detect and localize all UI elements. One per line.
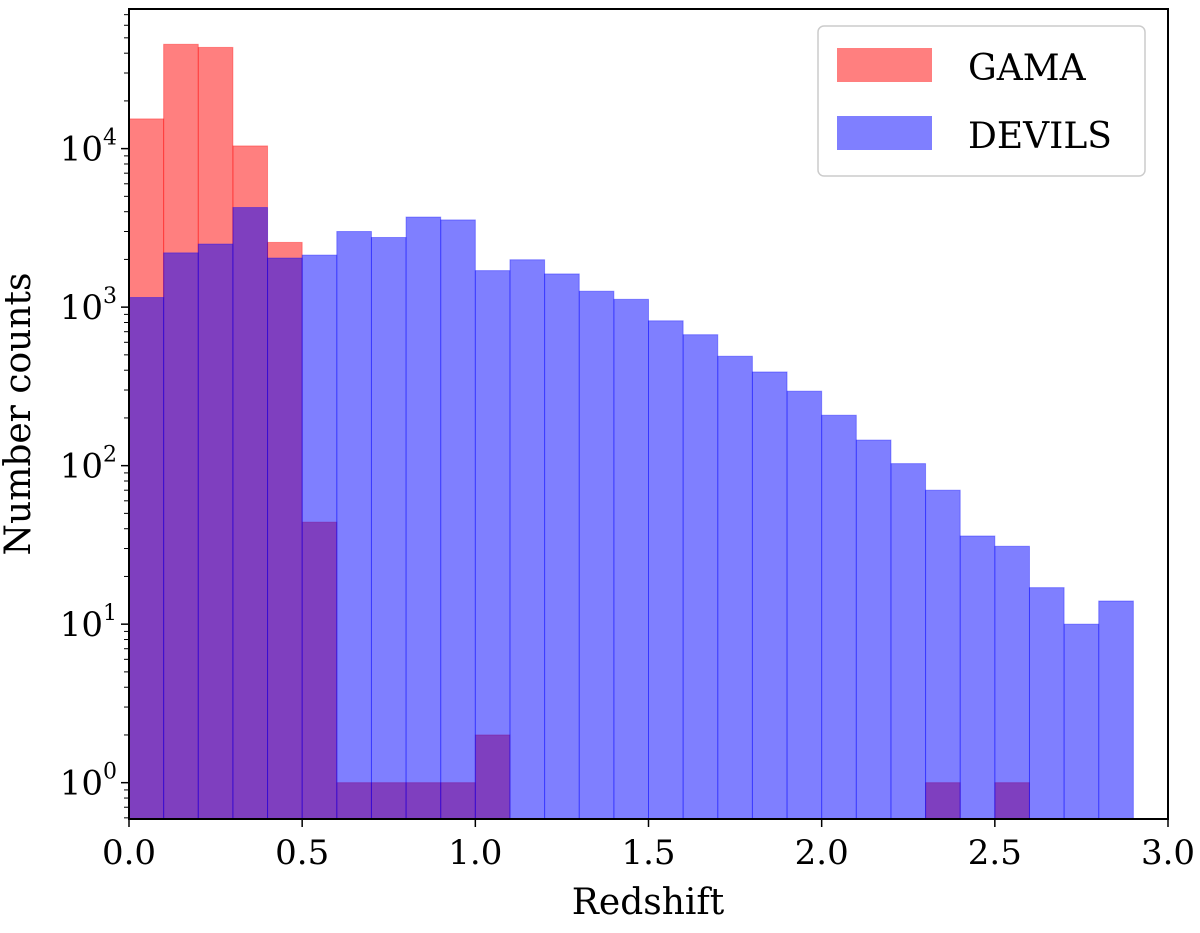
x-axis: 0.0 0.5 1.0 1.5 2.0 2.5 3.0 [102,819,1195,873]
bar-devils-22 [890,463,927,820]
bar-devils-17 [717,355,753,820]
bar-devils-13 [578,290,615,820]
x-tick-label: 3.0 [1141,833,1195,873]
x-tick-label: 1.5 [621,833,675,873]
legend-label-devils: DEVILS [968,116,1112,157]
x-tick-label: 0.0 [102,833,156,873]
bar-devils-24 [959,535,996,820]
y-axis-title: Number counts [0,273,39,556]
bar-devils-27 [1063,623,1100,820]
bars-layer [128,43,1134,820]
x-tick-label: 2.5 [968,833,1022,873]
bar-devils-10 [474,270,511,820]
bar-devils-2 [197,243,234,820]
bar-devils-16 [682,334,719,820]
legend-swatch-devils [837,116,932,150]
bar-devils-23 [925,489,961,820]
bar-devils-15 [648,320,684,820]
bar-devils-26 [1028,587,1065,820]
bar-devils-9 [440,219,476,820]
bar-devils-20 [821,414,857,820]
bar-devils-7 [370,236,407,820]
bar-devils-1 [163,252,199,820]
y-tick-label: 104 [60,126,117,170]
legend-swatch-gama [837,48,932,82]
bar-devils-18 [751,371,788,820]
bar-devils-12 [544,273,580,820]
x-tick-label: 2.0 [795,833,849,873]
bar-devils-21 [855,439,892,820]
x-axis-title: Redshift [572,882,725,923]
y-axis: 100 101 102 103 104 [60,14,129,819]
bar-devils-8 [405,216,442,820]
bar-devils-0 [128,297,165,820]
x-tick-label: 1.0 [448,833,502,873]
y-tick-label: 101 [60,601,117,645]
legend-label-gama: GAMA [968,48,1087,89]
y-tick-label: 102 [60,443,117,487]
bar-devils-5 [301,254,338,820]
bar-devils-3 [232,207,269,820]
bar-devils-11 [509,259,546,820]
x-tick-label: 0.5 [275,833,329,873]
bar-devils-6 [336,231,372,820]
bar-devils-28 [1098,600,1134,820]
y-tick-label: 103 [60,284,117,328]
bar-devils-14 [613,298,649,820]
bar-devils-19 [786,390,823,820]
legend: GAMA DEVILS [817,25,1146,177]
y-tick-label: 100 [60,760,117,804]
bar-devils-4 [267,257,303,820]
bar-devils-25 [994,545,1030,820]
